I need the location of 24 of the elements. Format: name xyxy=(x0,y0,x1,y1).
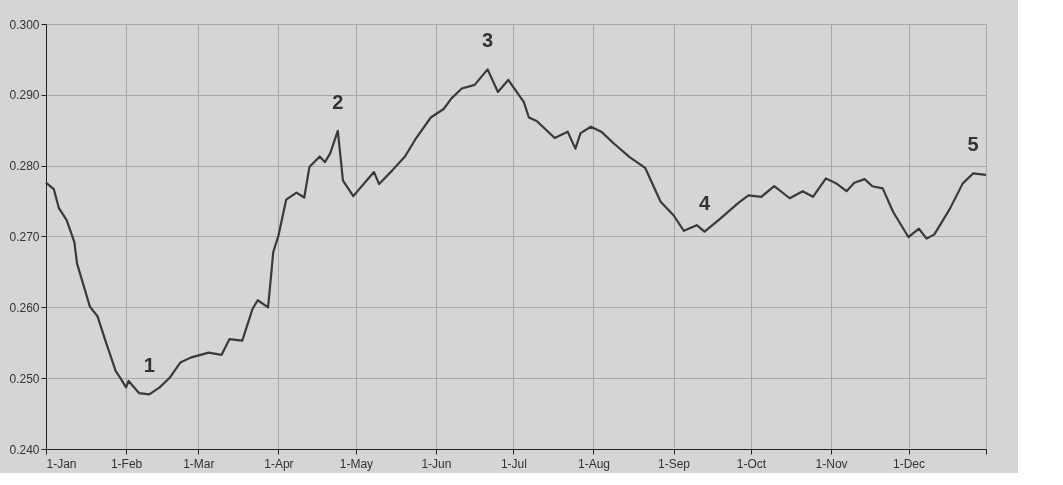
annotation: 5 xyxy=(967,133,979,156)
x-tick-label: 1-Jul xyxy=(500,456,527,471)
x-tick-label: 1-Mar xyxy=(183,456,215,471)
y-tick-label: 0.280 xyxy=(9,159,40,174)
annotation: 2 xyxy=(332,90,344,113)
y-tick-label: 0.300 xyxy=(9,17,40,32)
x-tick-label: 1-Jun xyxy=(421,456,452,471)
y-tick-label: 0.260 xyxy=(9,300,40,315)
x-tick-label: 1-Feb xyxy=(110,456,143,471)
x-tick-label: 1-Sep xyxy=(658,456,691,471)
x-tick-label: 1-May xyxy=(339,456,374,471)
x-tick-label: 1-Jan xyxy=(46,456,77,471)
y-tick-label: 0.250 xyxy=(9,371,40,386)
y-tick-label: 0.270 xyxy=(9,230,40,244)
x-tick-label: 1-Aug xyxy=(577,456,610,471)
annotation: 1 xyxy=(143,354,155,377)
y-tick-label: 0.240 xyxy=(9,442,40,457)
annotation: 3 xyxy=(482,29,494,52)
annotation: 4 xyxy=(698,191,711,214)
x-tick-label: 1-Nov xyxy=(815,456,848,471)
x-tick-label: 1-Dec xyxy=(893,456,926,471)
x-tick-label: 1-Apr xyxy=(264,456,294,471)
x-tick-label: 1-Oct xyxy=(736,456,767,471)
y-tick-label: 0.290 xyxy=(9,88,40,103)
